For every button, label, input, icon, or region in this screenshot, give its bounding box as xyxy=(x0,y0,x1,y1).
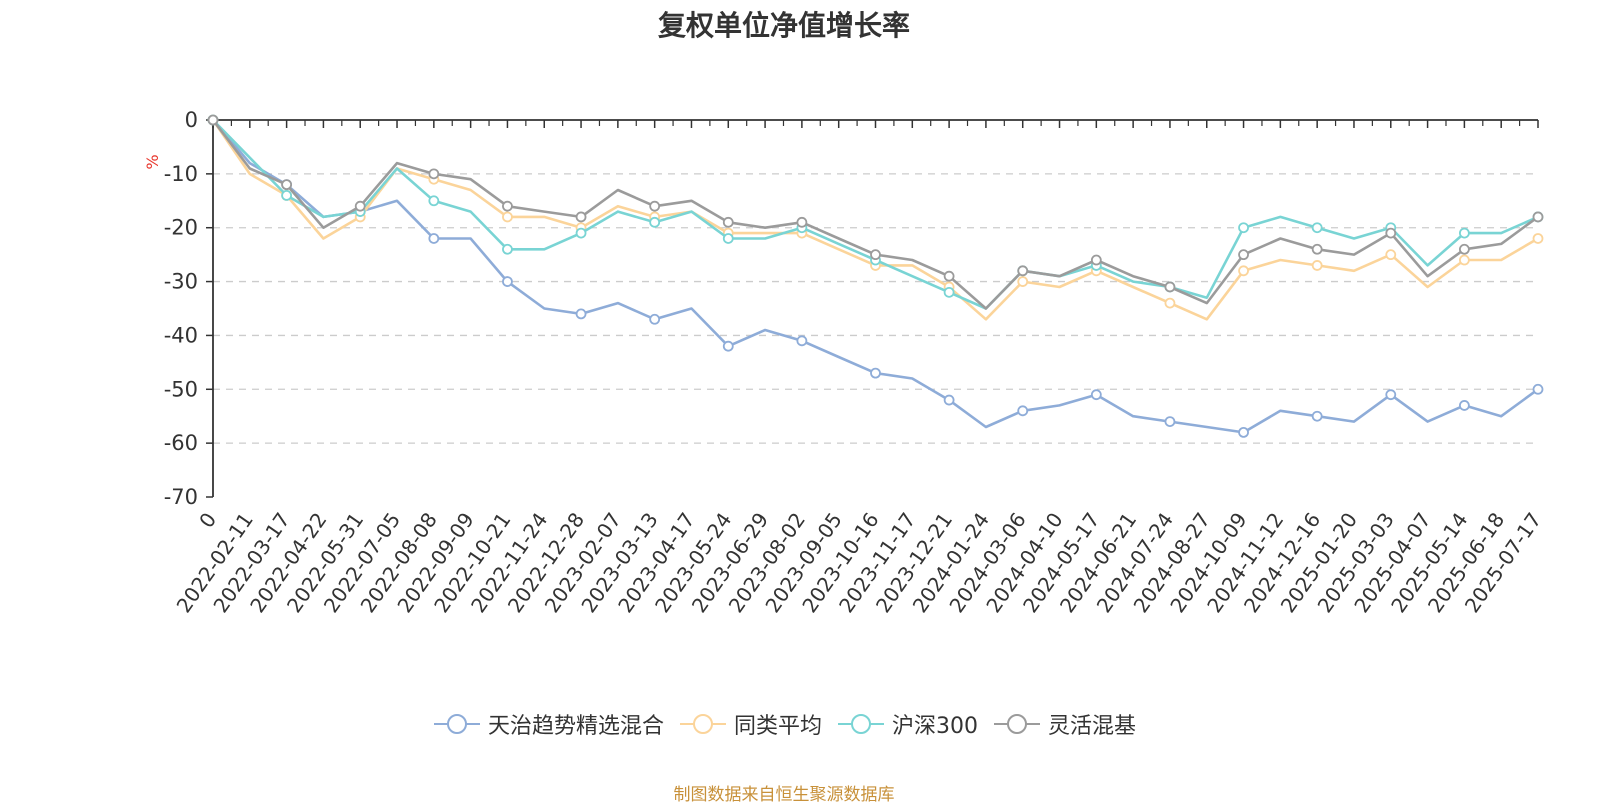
y-tick-label: -20 xyxy=(164,216,198,240)
data-point xyxy=(796,216,808,228)
data-point xyxy=(1017,265,1029,277)
data-point xyxy=(1458,243,1470,255)
legend-item[interactable]: 同类平均 xyxy=(678,708,822,740)
data-point xyxy=(1385,227,1397,239)
y-tick-label: 0 xyxy=(185,108,198,132)
y-axis-unit-label: % xyxy=(143,154,162,169)
data-point xyxy=(943,394,955,406)
data-point xyxy=(1385,389,1397,401)
data-point xyxy=(943,270,955,282)
data-point xyxy=(722,340,734,352)
data-point xyxy=(1017,276,1029,287)
data-point xyxy=(502,211,513,223)
source-note: 制图数据来自恒生聚源数据库 xyxy=(673,785,895,805)
data-point xyxy=(575,211,587,223)
data-point xyxy=(1017,405,1029,417)
data-point xyxy=(502,243,513,255)
data-point xyxy=(1164,281,1176,293)
data-point xyxy=(1311,260,1323,271)
data-point xyxy=(1458,254,1470,266)
data-point xyxy=(1238,249,1249,261)
y-tick-label: -50 xyxy=(164,377,198,401)
data-point xyxy=(502,276,513,287)
data-point xyxy=(1458,227,1470,239)
data-point xyxy=(428,168,440,180)
data-point xyxy=(649,216,661,228)
data-point xyxy=(943,286,955,298)
legend-line-icon xyxy=(679,714,726,734)
legend-label: 灵活混基 xyxy=(1048,714,1137,739)
data-point xyxy=(1532,383,1544,395)
data-point xyxy=(575,308,587,320)
data-point xyxy=(1238,265,1249,277)
legend-item[interactable]: 灵活混基 xyxy=(992,708,1136,740)
data-point xyxy=(1238,222,1249,234)
data-point xyxy=(649,313,661,325)
data-point xyxy=(649,200,661,212)
data-point xyxy=(1164,416,1176,428)
y-tick-label: -40 xyxy=(164,323,198,347)
data-point xyxy=(1090,389,1102,401)
data-point xyxy=(428,233,440,244)
y-tick-label: -10 xyxy=(164,162,198,186)
data-point xyxy=(428,195,440,207)
data-point xyxy=(1458,400,1470,411)
data-point xyxy=(870,249,881,261)
data-point xyxy=(1164,297,1176,309)
data-point xyxy=(575,227,587,239)
data-point xyxy=(281,179,293,191)
data-point xyxy=(1311,222,1323,234)
data-point xyxy=(722,216,734,228)
data-point xyxy=(796,335,808,347)
legend-label: 天治趋势精选混合 xyxy=(487,714,664,739)
x-tick-label: 0 xyxy=(194,508,221,532)
y-tick-label: -60 xyxy=(164,431,198,455)
legend-line-icon xyxy=(994,714,1040,734)
legend-item[interactable]: 天治趋势精选混合 xyxy=(432,708,664,740)
legend-line-icon xyxy=(838,714,884,734)
data-point xyxy=(207,114,219,126)
data-point xyxy=(281,189,293,201)
axes: 0-10-20-30-40-50-60-70%02022-02-112022-0… xyxy=(143,108,1546,617)
data-point xyxy=(502,200,513,212)
series-line xyxy=(211,119,1539,321)
legend-item[interactable]: 沪深300 xyxy=(836,708,978,740)
data-point xyxy=(354,200,366,212)
data-point xyxy=(1090,254,1102,266)
chart-title: 复权单位净值增长率 xyxy=(657,9,910,42)
data-point xyxy=(1311,410,1323,422)
series-lines xyxy=(207,114,1544,438)
data-point xyxy=(870,367,881,379)
legend-label: 同类平均 xyxy=(733,714,822,739)
legend-line-icon xyxy=(433,714,480,734)
data-point xyxy=(1532,211,1544,223)
legend: 天治趋势精选混合 同类平均 沪深300 灵活混基 xyxy=(0,708,1568,740)
data-point xyxy=(722,233,734,244)
data-point xyxy=(1532,233,1544,244)
data-point xyxy=(1385,249,1397,261)
data-point xyxy=(1238,426,1249,438)
y-tick-label: -30 xyxy=(164,270,198,294)
data-point xyxy=(1311,243,1323,255)
y-tick-label: -70 xyxy=(164,485,198,509)
legend-label: 沪深300 xyxy=(892,714,978,739)
